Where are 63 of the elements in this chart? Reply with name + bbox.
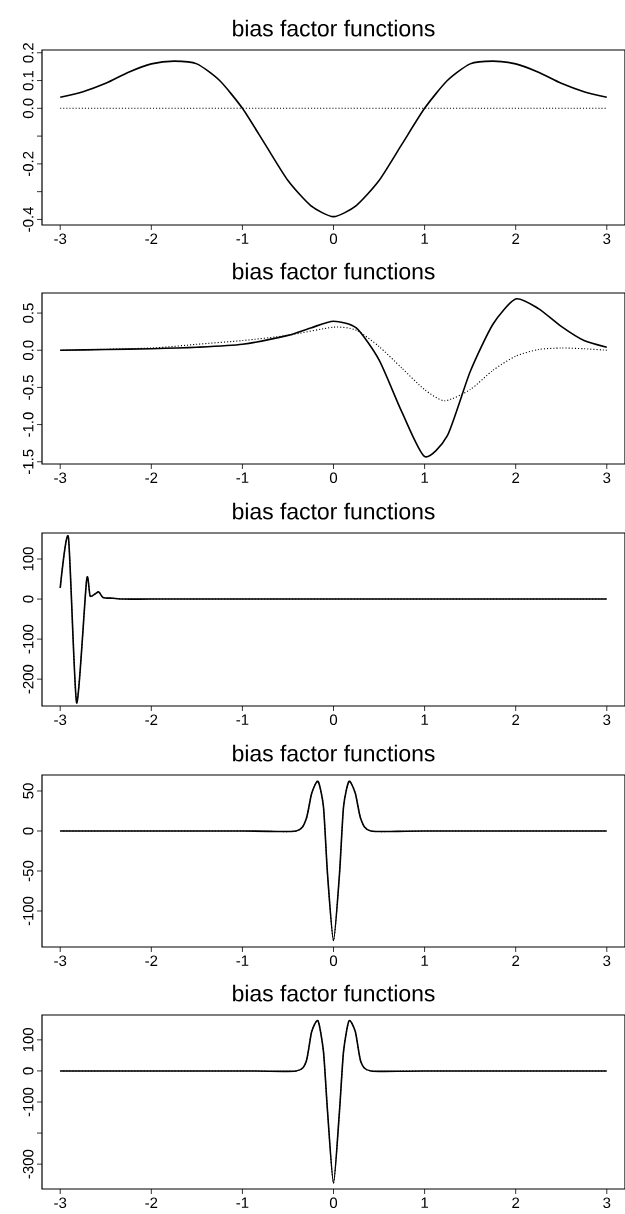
x-tick-label: 3: [603, 472, 611, 484]
chart-title: bias factor functions: [233, 984, 435, 1002]
x-tick-label: 1: [421, 714, 429, 725]
y-tick-label: -300: [22, 1149, 34, 1179]
line-series: [59, 60, 608, 218]
x-tick-label: -2: [145, 233, 158, 244]
x-tick-label: 3: [603, 233, 611, 245]
x-tick-label: 3: [603, 1197, 611, 1209]
x-tick-label: 0: [329, 955, 338, 967]
x-tick-label: -3: [54, 233, 67, 245]
x-tick-label: 2: [512, 233, 520, 244]
chart-title: bias factor functions: [233, 502, 435, 520]
x-tick-label: 0: [329, 233, 338, 245]
y-tick-label: -1.0: [22, 412, 34, 437]
y-tick-label: 0.2: [22, 43, 34, 63]
x-tick-label: 2: [512, 1197, 520, 1208]
y-tick-label: -100: [22, 624, 34, 654]
x-tick-label: -1: [236, 714, 249, 725]
y-tick-label: 0.0: [22, 340, 34, 361]
chart-title: bias factor functions: [233, 19, 435, 37]
x-tick-label: -1: [236, 955, 249, 966]
y-tick-label: -50: [22, 860, 34, 882]
y-tick-label: -200: [22, 664, 34, 694]
x-tick-label: 0: [329, 1197, 338, 1209]
x-tick-label: -2: [145, 472, 158, 483]
y-tick-label: -0.4: [22, 206, 34, 232]
x-tick-label: -2: [145, 955, 158, 966]
y-tick-label: 0.5: [22, 303, 34, 323]
x-tick-label: 1: [421, 955, 429, 966]
y-tick-label: 50: [22, 783, 34, 799]
x-tick-label: -3: [54, 1197, 67, 1209]
chart-title: bias factor functions: [233, 744, 435, 762]
x-tick-label: 2: [512, 955, 520, 966]
x-tick-label: 1: [421, 233, 429, 244]
x-tick-label: 1: [421, 472, 429, 483]
y-tick-label: 0: [22, 1067, 34, 1075]
x-tick-label: -1: [236, 1197, 249, 1208]
x-tick-label: 1: [421, 1197, 429, 1208]
y-tick-label: 100: [22, 1027, 34, 1052]
x-tick-label: -2: [145, 714, 158, 725]
y-tick-label: 0.0: [22, 98, 34, 119]
x-tick-label: -3: [54, 472, 67, 484]
x-tick-label: 0: [329, 714, 338, 726]
y-tick-label: 0.1: [22, 70, 34, 91]
y-tick-label: 100: [22, 547, 34, 571]
y-tick-label: -0.5: [22, 375, 34, 400]
x-tick-label: -1: [236, 233, 249, 244]
y-tick-label: -0.2: [22, 151, 34, 177]
x-tick-label: -3: [54, 955, 67, 967]
x-tick-label: -1: [236, 472, 249, 483]
x-tick-label: -3: [54, 714, 67, 726]
x-tick-label: 3: [603, 714, 611, 726]
y-tick-label: -100: [22, 896, 34, 926]
y-tick-label: -1.5: [23, 449, 34, 474]
x-tick-label: 3: [603, 955, 611, 967]
y-tick-label: 0: [22, 827, 34, 835]
chart-title: bias factor functions: [233, 262, 435, 280]
y-tick-label: -100: [22, 1087, 34, 1117]
x-tick-label: 2: [512, 472, 520, 483]
x-tick-label: -2: [145, 1197, 158, 1208]
x-tick-label: 2: [512, 714, 520, 725]
x-tick-label: 0: [329, 472, 338, 484]
y-tick-label: 0: [22, 595, 34, 603]
